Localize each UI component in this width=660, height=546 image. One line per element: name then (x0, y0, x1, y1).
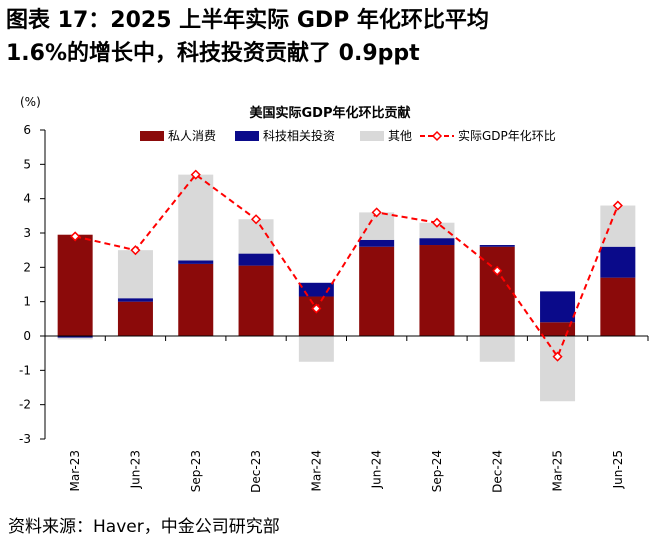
contribution-chart: 美国实际GDP年化环比贡献 (%) 私人消费 科技相关投资 其他 实际GDP年化… (19, 95, 649, 493)
gdp-point-sep-24 (431, 217, 443, 228)
x-tick-label: Mar-24 (309, 450, 323, 491)
gdp-point-dec-23 (250, 214, 262, 225)
bar-consumption-sep-24 (419, 245, 455, 336)
y-tick-label: 5 (23, 157, 31, 171)
legend: 私人消费 科技相关投资 其他 实际GDP年化环比 (140, 128, 556, 143)
source-note: 资料来源：Haver，中金公司研究部 (8, 517, 280, 537)
bar-consumption-sep-23 (178, 263, 214, 336)
y-tick-label: 0 (23, 329, 31, 343)
gdp-line-series (70, 169, 623, 362)
bar-consumption-jun-24 (359, 246, 395, 336)
bar-consumption-jun-25 (600, 277, 636, 336)
x-tick-label: Sep-23 (189, 450, 203, 492)
x-tick-label: Jun-24 (370, 450, 384, 489)
bar-consumption-jun-23 (117, 301, 153, 336)
y-axis-unit: (%) (20, 95, 41, 109)
bar-other-sep-24 (419, 222, 455, 239)
legend-swatch-other (360, 131, 384, 141)
legend-item-tech: 科技相关投资 (235, 128, 335, 143)
bar-other-mar-24 (298, 336, 334, 362)
bar-consumption-mar-24 (298, 296, 334, 336)
bar-consumption-dec-24 (479, 246, 515, 336)
y-tick-label: 3 (23, 226, 31, 240)
gdp-point-sep-23 (190, 169, 201, 180)
figure-title: 图表 17：2025 上半年实际 GDP 年化环比平均 1.6%的增长中，科技投… (6, 4, 656, 70)
figure-title-line-2: 1.6%的增长中，科技投资贡献了 0.9ppt (6, 41, 420, 66)
legend-label-consumption: 私人消费 (168, 129, 216, 143)
x-tick-label: Jun-23 (128, 450, 142, 489)
figure-title-line-1: 图表 17：2025 上半年实际 GDP 年化环比平均 (6, 8, 489, 33)
legend-label-tech: 科技相关投资 (263, 128, 335, 143)
bar-tech-mar-23 (57, 336, 93, 338)
bar-other-jun-23 (117, 250, 153, 299)
bar-tech-jun-23 (117, 298, 153, 302)
gdp-point-mar-24 (311, 303, 322, 314)
y-tick-label: -1 (19, 363, 31, 377)
bars (57, 174, 636, 402)
x-tick-label: Dec-23 (249, 450, 263, 493)
legend-label-gdp: 实际GDP年化环比 (458, 128, 556, 143)
gdp-point-jun-24 (371, 207, 382, 218)
gdp-point-mar-23 (70, 231, 81, 242)
bar-consumption-dec-23 (238, 265, 274, 336)
bar-other-sep-23 (178, 174, 214, 261)
x-tick-label: Jun-25 (611, 450, 625, 489)
axes (44, 130, 649, 439)
legend-swatch-consumption (140, 131, 164, 141)
bar-tech-sep-24 (419, 238, 455, 246)
gdp-point-jun-23 (130, 245, 141, 256)
legend-label-other: 其他 (388, 129, 412, 143)
y-tick-label: 1 (23, 295, 31, 309)
bar-other-dec-24 (479, 336, 515, 362)
x-tick-label: Mar-25 (551, 450, 565, 491)
y-tick-label: -2 (19, 398, 31, 412)
legend-item-gdp: 实际GDP年化环比 (420, 128, 556, 143)
gdp-line-path (74, 173, 619, 359)
gdp-point-dec-24 (492, 265, 503, 276)
legend-item-other: 其他 (360, 129, 412, 143)
bar-consumption-mar-23 (57, 234, 93, 336)
y-tick-label: 4 (23, 192, 31, 206)
y-tick-label: 6 (23, 123, 31, 137)
bar-tech-mar-25 (540, 291, 576, 323)
x-axis-labels: Mar-23 Jun-23 Sep-23 Dec-23 Mar-24 Jun-24 Sep-… (68, 450, 625, 493)
bar-other-jun-25 (600, 205, 636, 247)
bar-tech-jun-25 (600, 246, 636, 278)
bar-other-mar-25 (540, 336, 576, 402)
y-tick-label: -3 (19, 432, 31, 446)
x-tick-label: Dec-24 (490, 450, 504, 493)
bar-tech-mar-24 (298, 282, 334, 297)
x-tick-label: Mar-23 (68, 450, 82, 491)
bar-tech-sep-23 (178, 260, 214, 264)
gdp-point-jun-25 (612, 200, 623, 211)
legend-swatch-tech (235, 131, 259, 141)
bar-tech-dec-24 (479, 245, 515, 247)
bar-other-mar-23 (57, 337, 93, 340)
y-tick-label: 2 (23, 260, 31, 274)
x-tick-label: Sep-24 (430, 450, 444, 492)
legend-item-consumption: 私人消费 (140, 129, 216, 143)
bar-tech-jun-24 (359, 239, 395, 247)
bar-tech-dec-23 (238, 253, 274, 266)
legend-marker-gdp (431, 130, 443, 142)
y-axis-ticks: -3 -2 -1 0 1 2 3 4 5 6 (19, 123, 45, 446)
gdp-point-mar-25 (552, 351, 563, 362)
chart-title: 美国实际GDP年化环比贡献 (250, 105, 411, 121)
